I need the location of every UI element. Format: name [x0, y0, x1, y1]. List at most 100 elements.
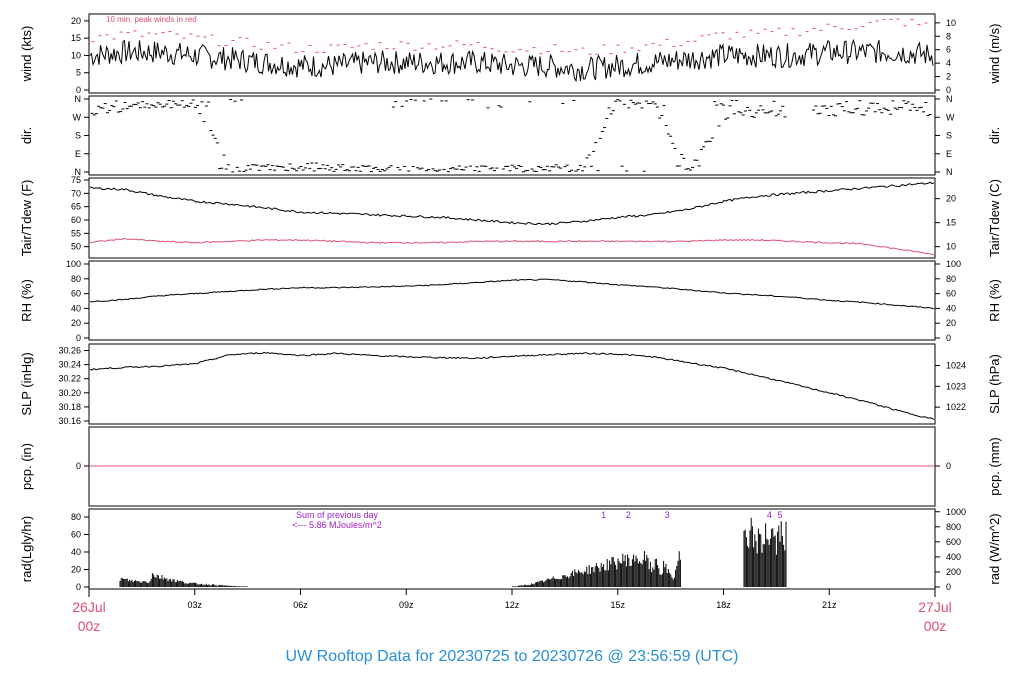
y-tick-label-right-wind: 0 — [946, 85, 951, 95]
start-time-label: 00z — [78, 618, 101, 634]
y-tick-label-right-radiation: 800 — [946, 522, 961, 532]
radiation-marker-2: 2 — [626, 510, 631, 520]
y-axis-label-left-humidity: RH (%) — [19, 279, 34, 322]
y-tick-label-right-humidity: 100 — [946, 259, 961, 269]
y-tick-label-left-pressure: 30.24 — [58, 360, 81, 370]
y-tick-label-left-humidity: 100 — [66, 259, 81, 269]
y-axis-label-right-wind: wind (m/s) — [987, 24, 1002, 85]
time-tick-label: 18z — [716, 600, 731, 610]
y-tick-label-left-radiation: 0 — [76, 582, 81, 592]
panel-frame-humidity — [88, 260, 936, 341]
time-tick-label: 03z — [187, 600, 202, 610]
y-tick-label-left-pressure: 30.20 — [58, 388, 81, 398]
y-tick-label-left-wind: 10 — [71, 50, 81, 60]
panel-frame-radiation — [88, 508, 936, 590]
y-tick-label-left-pressure: 30.26 — [58, 346, 81, 356]
y-tick-label-left-pressure: 30.22 — [58, 374, 81, 384]
time-tick-label: 09z — [399, 600, 414, 610]
y-tick-label-right-direction-2: S — [946, 131, 952, 141]
time-tick-label: 06z — [293, 600, 308, 610]
end-time-label: 00z — [924, 618, 947, 634]
y-tick-label-right-temperature: 20 — [946, 194, 956, 204]
y-tick-label-right-temperature: 10 — [946, 242, 956, 252]
time-tick-label: 15z — [610, 600, 625, 610]
footer-title: UW Rooftop Data for 20230725 to 20230726… — [285, 648, 739, 665]
radiation-annotation-line-1: Sum of previous day — [296, 510, 379, 520]
y-tick-label-left-wind: 0 — [76, 85, 81, 95]
y-tick-label-left-radiation: 80 — [71, 512, 81, 522]
radiation-annotation-line-2: <--- 5.86 MJoules/m^2 — [292, 520, 382, 530]
y-tick-label-left-direction-2: S — [75, 131, 81, 141]
y-tick-label-right-pressure: 1022 — [946, 402, 966, 412]
y-axis-label-right-precipitation: pcp. (mm) — [987, 437, 1002, 496]
y-tick-label-left-temperature: 50 — [71, 242, 81, 252]
y-axis-label-right-humidity: RH (%) — [987, 279, 1002, 322]
y-tick-label-left-direction-4: N — [75, 94, 82, 104]
y-tick-label-right-humidity: 60 — [946, 289, 956, 299]
y-tick-label-right-humidity: 40 — [946, 303, 956, 313]
y-tick-label-left-temperature: 55 — [71, 228, 81, 238]
y-tick-label-right-precipitation: 0 — [946, 461, 951, 471]
y-tick-label-right-wind: 4 — [946, 58, 951, 68]
y-tick-label-left-temperature: 60 — [71, 215, 81, 225]
y-tick-label-left-radiation: 40 — [71, 547, 81, 557]
y-tick-label-right-direction-0: N — [946, 167, 953, 177]
y-tick-label-left-humidity: 0 — [76, 333, 81, 343]
y-axis-label-left-temperature: Tair/Tdew (F) — [19, 180, 34, 257]
y-tick-label-right-radiation: 0 — [946, 582, 951, 592]
sea-level-pressure-line — [89, 351, 935, 420]
radiation-marker-4: 4 — [767, 510, 772, 520]
y-tick-label-right-direction-1: E — [946, 149, 952, 159]
y-axis-label-left-radiation: rad(Lgly/hr) — [19, 516, 34, 582]
y-axis-label-right-radiation: rad (W/m^2) — [987, 513, 1002, 584]
wind-speed-line — [89, 38, 934, 83]
y-tick-label-right-pressure: 1024 — [946, 361, 966, 371]
y-axis-label-right-temperature: Tair/Tdew (C) — [987, 179, 1002, 257]
y-tick-label-left-humidity: 80 — [71, 274, 81, 284]
y-tick-label-left-wind: 15 — [71, 33, 81, 43]
y-tick-label-left-wind: 5 — [76, 68, 81, 78]
y-tick-label-right-direction-4: N — [946, 94, 953, 104]
time-tick-label: 12z — [505, 600, 520, 610]
y-tick-label-right-humidity: 20 — [946, 318, 956, 328]
y-tick-label-left-direction-3: W — [73, 112, 82, 122]
y-tick-label-right-wind: 8 — [946, 31, 951, 41]
panel-frame-temperature — [88, 177, 936, 259]
y-tick-label-right-wind: 6 — [946, 45, 951, 55]
y-tick-label-left-temperature: 65 — [71, 202, 81, 212]
y-tick-label-left-direction-1: E — [75, 149, 81, 159]
y-axis-label-left-precipitation: pcp. (in) — [19, 443, 34, 490]
y-tick-label-right-radiation: 600 — [946, 537, 961, 547]
y-tick-label-left-pressure: 30.16 — [58, 416, 81, 426]
panel-frame-wind — [88, 13, 936, 94]
y-tick-label-left-humidity: 40 — [71, 303, 81, 313]
y-tick-label-right-pressure: 1023 — [946, 381, 966, 391]
y-tick-label-left-humidity: 20 — [71, 318, 81, 328]
start-date-label: 26Jul — [72, 599, 105, 615]
y-tick-label-right-wind: 2 — [946, 72, 951, 82]
y-tick-label-right-radiation: 400 — [946, 552, 961, 562]
y-axis-label-left-direction: dir. — [19, 127, 34, 144]
y-tick-label-right-radiation: 1000 — [946, 507, 966, 517]
y-tick-label-left-humidity: 60 — [71, 289, 81, 299]
y-tick-label-right-direction-3: W — [946, 112, 955, 122]
y-axis-label-left-wind: wind (kts) — [19, 26, 34, 83]
y-tick-label-left-direction-0: N — [75, 167, 82, 177]
y-tick-label-right-wind: 10 — [946, 18, 956, 28]
y-tick-label-left-wind: 20 — [71, 16, 81, 26]
panel-frame-direction — [88, 95, 936, 176]
y-tick-label-left-precipitation: 0 — [76, 461, 81, 471]
relative-humidity-line — [89, 278, 935, 310]
y-tick-label-left-radiation: 60 — [71, 530, 81, 540]
y-tick-label-left-pressure: 30.18 — [58, 402, 81, 412]
end-date-label: 27Jul — [918, 599, 951, 615]
y-tick-label-left-radiation: 20 — [71, 565, 81, 575]
panel-frame-pressure — [88, 343, 936, 425]
dewpoint-line — [89, 237, 935, 256]
time-tick-label: 21z — [822, 600, 837, 610]
y-tick-label-right-temperature: 15 — [946, 218, 956, 228]
radiation-marker-5: 5 — [777, 510, 782, 520]
radiation-marker-3: 3 — [665, 510, 670, 520]
